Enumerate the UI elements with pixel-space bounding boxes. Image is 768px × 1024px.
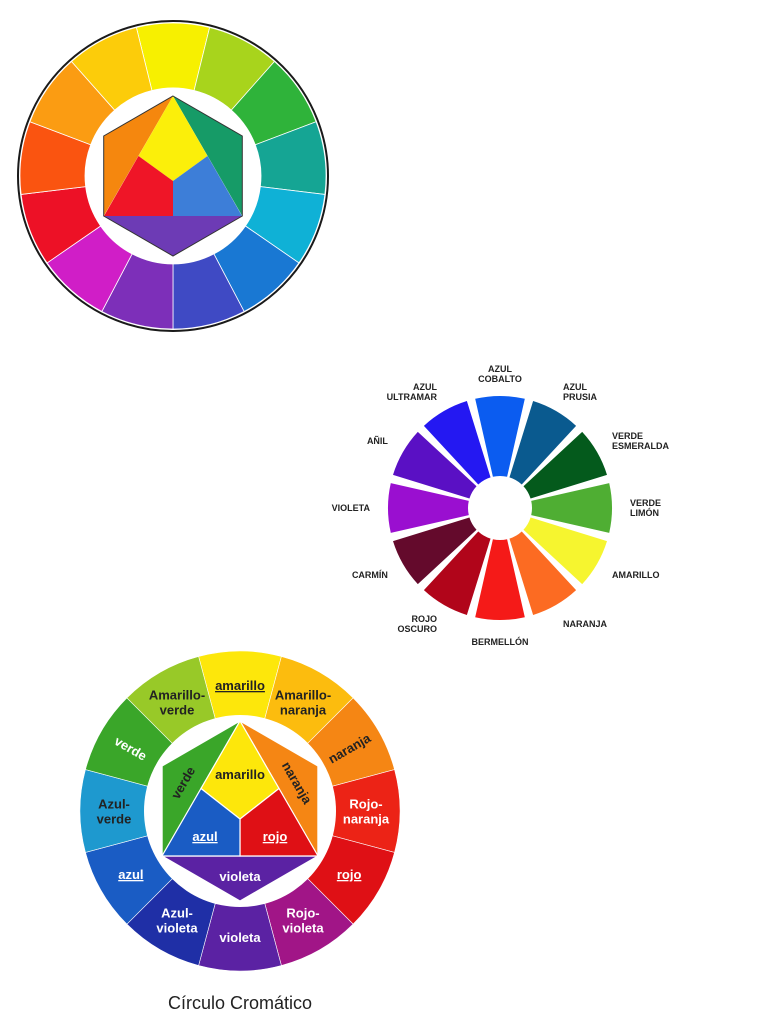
wheel2-label: COBALTO <box>478 374 522 384</box>
circulo-cromatico-wheel: amarilloAmarillo-naranjanaranjaRojo-nara… <box>79 650 401 972</box>
cromatico-inner-label-amarillo: amarillo <box>215 767 265 782</box>
wheel2-label: VIOLETA <box>332 503 371 513</box>
cromatico-ring-text: naranja <box>280 702 327 717</box>
wheel2-label: AZUL <box>413 382 437 392</box>
cromatico-ring-label-1: Amarillo-naranja <box>275 687 331 717</box>
wheel2-segment-8 <box>393 517 477 585</box>
itten-blue-primary <box>173 156 242 216</box>
cromatico-ring-text: verde <box>160 702 195 717</box>
cromatico-ring-text: violeta <box>156 921 198 936</box>
wheel2-segment-6 <box>475 539 525 620</box>
cromatico-inner-label-azul: azul <box>192 829 217 844</box>
cromatico-ring-text: Amarillo- <box>149 687 205 702</box>
cromatico-ring-label-11: Amarillo-verde <box>149 687 205 717</box>
wheel2-label: AZUL <box>563 382 587 392</box>
cromatico-ring-text: Azul- <box>161 906 193 921</box>
wheel2-label: AZUL <box>488 364 512 374</box>
wheel2-label: BERMELLÓN <box>472 636 529 647</box>
wheel2-label: NARANJA <box>563 619 608 629</box>
wheel2-segment-10 <box>393 431 477 499</box>
wheel2-segment-1 <box>509 401 577 485</box>
cromatico-ring-label-9: Azul-verde <box>97 797 132 827</box>
wheel2-label: OSCURO <box>397 624 437 634</box>
cromatico-ring-text: Azul- <box>98 797 130 812</box>
cromatico-inner-azul <box>160 787 241 857</box>
wheel2-segment-2 <box>523 431 607 499</box>
wheel2-label: AMARILLO <box>612 570 660 580</box>
cromatico-outer-ring <box>79 650 401 972</box>
wheel2-segment-5 <box>509 531 577 615</box>
cromatico-ring-text: Rojo- <box>286 906 319 921</box>
cromatico-ring-label-0: amarillo <box>215 678 265 693</box>
wheel2-segment-0 <box>475 395 525 477</box>
cromatico-ring-label-7: Azul-violeta <box>156 906 198 936</box>
wheel2-segment-4 <box>523 517 607 585</box>
wheel2-label: VERDE <box>630 498 661 508</box>
itten-outer-ring <box>17 20 329 332</box>
wheel2-label: AÑIL <box>367 436 388 446</box>
wheel2-segment-9 <box>388 483 469 533</box>
figure-caption: Círculo Cromático <box>167 993 313 1013</box>
cromatico-ring-text: azul <box>118 867 143 882</box>
itten-hexagon-outline <box>103 95 243 257</box>
named-wheel-labels: AZULCOBALTOAZULPRUSIAVERDEESMERALDAVERDE… <box>332 364 670 647</box>
named-color-wheel: AZULCOBALTOAZULPRUSIAVERDEESMERALDAVERDE… <box>332 364 670 647</box>
wheel2-label: ESMERALDA <box>612 441 670 451</box>
cromatico-ring-text: amarillo <box>215 678 265 693</box>
itten-orange-triangle <box>103 96 173 216</box>
cromatico-ring-text: naranja <box>343 812 390 827</box>
cromatico-ring-text: rojo <box>337 867 362 882</box>
itten-red-primary <box>104 156 173 216</box>
named-wheel-segments <box>388 395 613 620</box>
cromatico-ring-label-6: violeta <box>219 930 261 945</box>
itten-violet-triangle <box>103 216 243 256</box>
wheel2-segment-3 <box>531 483 613 533</box>
cromatico-ring-text: Amarillo- <box>275 687 331 702</box>
wheel2-label: LIMÓN <box>630 507 659 518</box>
cromatico-ring-text: Rojo- <box>349 797 382 812</box>
cromatico-inner-label-rojo: rojo <box>263 829 288 844</box>
cromatico-ring-label-8: azul <box>118 867 143 882</box>
cromatico-ring-text: verde <box>97 812 132 827</box>
itten-ring-segment <box>70 26 153 111</box>
wheel2-segment-11 <box>423 401 491 485</box>
cromatico-ring-label-4: rojo <box>337 867 362 882</box>
wheel2-label: ULTRAMAR <box>387 392 438 402</box>
wheel2-label: PRUSIA <box>563 392 598 402</box>
cromatico-ring-text: violeta <box>219 930 261 945</box>
wheel2-segment-7 <box>423 531 491 615</box>
cromatico-ring-label-3: Rojo-naranja <box>343 797 390 827</box>
wheel2-label: CARMÍN <box>352 570 388 580</box>
cromatico-inner-label-violeta: violeta <box>219 869 261 884</box>
itten-color-wheel <box>17 20 329 332</box>
itten-green-triangle <box>173 96 243 216</box>
itten-yellow-primary <box>138 96 208 181</box>
wheel2-label: VERDE <box>612 431 643 441</box>
cromatico-ring-text: violeta <box>282 921 324 936</box>
itten-inner-shapes <box>103 95 243 257</box>
cromatico-ring-label-5: Rojo-violeta <box>282 906 324 936</box>
wheel2-label: ROJO <box>411 614 437 624</box>
